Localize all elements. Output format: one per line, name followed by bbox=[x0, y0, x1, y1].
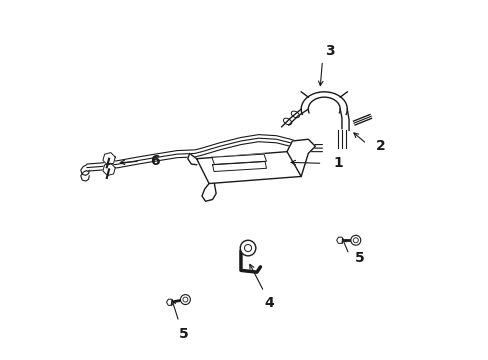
Polygon shape bbox=[211, 154, 266, 165]
Polygon shape bbox=[202, 184, 216, 201]
Polygon shape bbox=[196, 152, 301, 184]
Text: 5: 5 bbox=[354, 251, 364, 265]
Polygon shape bbox=[187, 153, 196, 165]
Circle shape bbox=[240, 240, 255, 256]
Text: 4: 4 bbox=[264, 296, 274, 310]
Circle shape bbox=[350, 235, 360, 245]
Polygon shape bbox=[336, 237, 343, 243]
Polygon shape bbox=[212, 162, 266, 171]
Polygon shape bbox=[103, 153, 115, 165]
Text: 5: 5 bbox=[179, 327, 189, 341]
Text: 1: 1 bbox=[332, 156, 342, 170]
Polygon shape bbox=[166, 299, 173, 305]
Polygon shape bbox=[103, 163, 115, 176]
Circle shape bbox=[180, 294, 190, 305]
Polygon shape bbox=[286, 139, 315, 176]
Text: 6: 6 bbox=[150, 153, 160, 167]
Text: 2: 2 bbox=[375, 139, 385, 153]
Text: 3: 3 bbox=[324, 44, 334, 58]
